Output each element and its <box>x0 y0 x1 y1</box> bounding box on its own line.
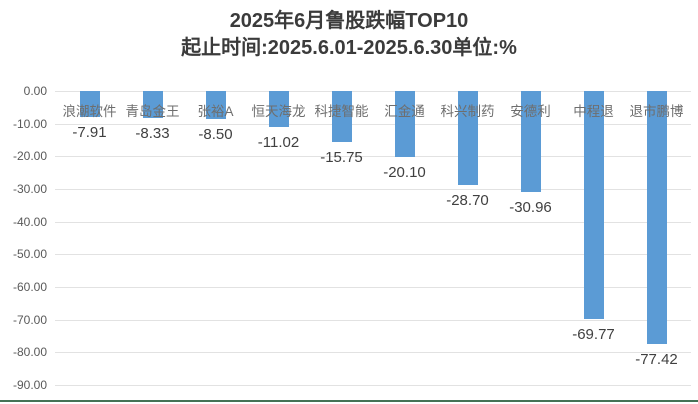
gridline <box>55 189 691 190</box>
bar-column: -77.42 <box>625 91 688 385</box>
y-tick-label: -90.00 <box>12 378 47 392</box>
y-tick-label: -30.00 <box>12 182 47 196</box>
y-tick-label: -80.00 <box>12 345 47 360</box>
y-tick-label: -20.00 <box>12 149 47 164</box>
bar-column: -8.33 <box>121 91 184 385</box>
bar-value-label: -69.77 <box>572 326 615 343</box>
bar-value-label: -8.50 <box>198 126 233 143</box>
bar-column: -69.77 <box>562 91 625 385</box>
bar <box>520 91 541 192</box>
y-tick-label: 0.00 <box>23 84 47 98</box>
bar <box>583 91 604 319</box>
bar-column: -15.75 <box>310 91 373 385</box>
bar-column: -30.96 <box>499 91 562 385</box>
bar <box>142 91 163 118</box>
bar-value-label: -77.42 <box>635 351 678 368</box>
bar <box>79 91 100 117</box>
bars-row: -7.91 -8.33 -8.50 -11.02 -15.75 -20.10 -28.70 -… <box>58 91 688 385</box>
bar-value-label: -11.02 <box>257 134 300 151</box>
bar <box>268 91 289 127</box>
y-tick-label: -10.00 <box>12 116 47 131</box>
gridline <box>55 385 691 386</box>
bar-column: -20.10 <box>373 91 436 385</box>
bar-value-label: -7.91 <box>72 124 107 141</box>
y-tick-label: -60.00 <box>12 280 47 294</box>
bar-value-label: -28.70 <box>446 192 489 209</box>
y-tick-label: -40.00 <box>12 214 47 229</box>
gridline <box>55 352 691 354</box>
bar-value-label: -30.96 <box>509 199 552 216</box>
gridline <box>55 123 691 125</box>
gridline <box>55 287 691 288</box>
bar <box>394 91 415 157</box>
bar-column: -11.02 <box>247 91 310 385</box>
gridline <box>55 91 691 92</box>
gridline <box>55 254 691 256</box>
bar <box>457 91 478 185</box>
bar-column: -8.50 <box>184 91 247 385</box>
bar-column: -7.91 <box>58 91 121 385</box>
bar <box>646 91 667 344</box>
y-axis: 0.00 -10.00 -20.00 -30.00 -40.00 -50.00 -60.00… <box>0 84 47 392</box>
gridline <box>55 221 691 223</box>
bar-value-label: -8.33 <box>135 125 170 142</box>
bottom-divider <box>0 400 698 402</box>
gridline <box>55 156 691 158</box>
chart-title: 2025年6月鲁股跌幅TOP10 <box>229 10 469 32</box>
gridline <box>55 319 691 321</box>
bar-value-label: -15.75 <box>320 149 363 166</box>
chart-title-block: 2025年6月鲁股跌幅TOP10 起止时间:2025.6.01-2025.6.3… <box>0 8 698 62</box>
y-tick-label: -50.00 <box>12 247 47 262</box>
bar <box>331 91 352 142</box>
bar-value-label: -20.10 <box>383 164 426 181</box>
y-tick-label: -70.00 <box>12 312 47 327</box>
chart-subtitle: 起止时间:2025.6.01-2025.6.30单位:% <box>181 37 517 59</box>
bar-column: -28.70 <box>436 91 499 385</box>
plot-area: -7.91 -8.33 -8.50 -11.02 -15.75 -20.10 -28.70 -… <box>55 91 691 386</box>
bar <box>205 91 226 119</box>
